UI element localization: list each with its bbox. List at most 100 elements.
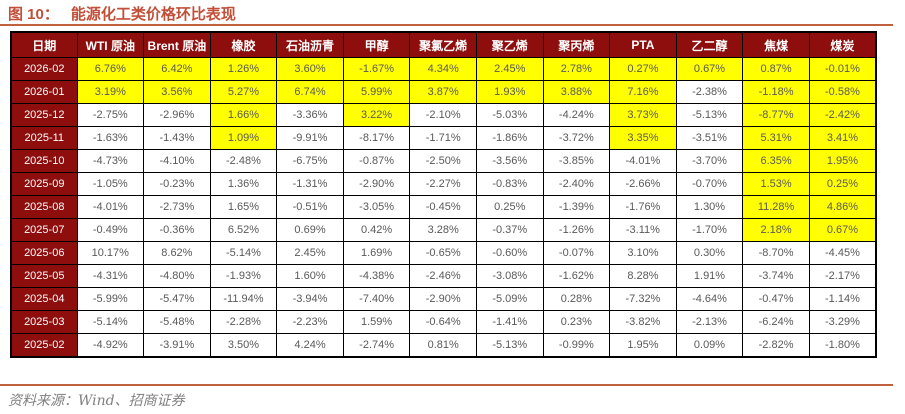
column-header: 聚丙烯: [542, 31, 611, 58]
table-row: 2025-05 -4.31% -4.80% -1.93% 1.60% -4.38% -2.4…: [10, 264, 877, 288]
value-cell: -2.23%: [276, 310, 344, 334]
date-cell: 2025-04: [10, 287, 78, 311]
value-cell: 3.87%: [409, 80, 477, 104]
date-cell: 2026-01: [10, 80, 78, 104]
column-header: 甲醇: [342, 31, 411, 58]
column-header: 石油沥青: [276, 31, 344, 58]
value-cell: 1.26%: [209, 57, 278, 81]
value-cell: -0.65%: [409, 241, 477, 265]
value-cell: -11.94%: [209, 287, 278, 311]
column-header: Brent 原油: [143, 31, 211, 58]
date-cell: 2025-03: [10, 310, 78, 334]
value-cell: -1.86%: [475, 126, 544, 150]
value-cell: -1.14%: [808, 287, 877, 311]
value-cell: 0.42%: [342, 218, 411, 242]
value-cell: 3.50%: [209, 333, 278, 358]
value-cell: 5.31%: [742, 126, 810, 150]
value-cell: -4.45%: [808, 241, 877, 265]
value-cell: 0.67%: [675, 57, 744, 81]
value-cell: -2.17%: [808, 264, 877, 288]
value-cell: -2.50%: [409, 149, 477, 173]
value-cell: -0.83%: [475, 172, 544, 196]
value-cell: -0.37%: [475, 218, 544, 242]
value-cell: 0.25%: [808, 172, 877, 196]
value-cell: -2.13%: [675, 310, 744, 334]
value-cell: -3.70%: [675, 149, 744, 173]
value-cell: 1.91%: [675, 264, 744, 288]
value-cell: -1.43%: [143, 126, 211, 150]
header-row: 日期 WTI 原油 Brent 原油 橡胶 石油沥青 甲醇 聚氯乙烯 聚乙烯 聚丙烯 PTA 乙二醇…: [10, 31, 877, 58]
value-cell: -2.96%: [143, 103, 211, 127]
value-cell: -0.47%: [742, 287, 810, 311]
table-row: 2025-07 -0.49% -0.36% 6.52% 0.69% 0.42% 3.28% -…: [10, 218, 877, 242]
value-cell: -1.62%: [542, 264, 611, 288]
value-cell: -9.91%: [276, 126, 344, 150]
value-cell: 0.87%: [742, 57, 810, 81]
value-cell: -2.82%: [742, 333, 810, 358]
value-cell: 6.74%: [276, 80, 344, 104]
value-cell: -4.10%: [143, 149, 211, 173]
table-row: 2025-09 -1.05% -0.23% 1.36% -1.31% -2.90% -2.2…: [10, 172, 877, 196]
value-cell: 1.36%: [209, 172, 278, 196]
value-cell: 3.60%: [276, 57, 344, 81]
table-row: 2025-03 -5.14% -5.48% -2.28% -2.23% 1.59% -0.6…: [10, 310, 877, 334]
value-cell: -2.90%: [342, 172, 411, 196]
value-cell: 0.25%: [475, 195, 544, 219]
value-cell: -5.03%: [475, 103, 544, 127]
value-cell: -3.85%: [542, 149, 611, 173]
value-cell: -1.93%: [209, 264, 278, 288]
value-cell: -3.08%: [475, 264, 544, 288]
value-cell: -5.14%: [209, 241, 278, 265]
date-cell: 2025-07: [10, 218, 78, 242]
figure-title-text: 能源化工类价格环比表现: [70, 6, 236, 23]
value-cell: -3.05%: [342, 195, 411, 219]
value-cell: -4.01%: [76, 195, 145, 219]
value-cell: -4.80%: [143, 264, 211, 288]
table-row: 2025-08 -4.01% -2.73% 1.65% -0.51% -3.05% -0.4…: [10, 195, 877, 219]
value-cell: 3.41%: [808, 126, 877, 150]
value-cell: 3.22%: [342, 103, 411, 127]
value-cell: -1.67%: [342, 57, 411, 81]
value-cell: -4.38%: [342, 264, 411, 288]
column-header: 乙二醇: [675, 31, 744, 58]
value-cell: -1.39%: [542, 195, 611, 219]
value-cell: 0.67%: [808, 218, 877, 242]
value-cell: 8.28%: [609, 264, 677, 288]
value-cell: 3.10%: [609, 241, 677, 265]
value-cell: 3.88%: [542, 80, 611, 104]
value-cell: 3.35%: [609, 126, 677, 150]
value-cell: -1.31%: [276, 172, 344, 196]
value-cell: -5.48%: [143, 310, 211, 334]
value-cell: -0.51%: [276, 195, 344, 219]
source-note: 资料来源：Wind、招商证券: [8, 393, 185, 409]
value-cell: 1.95%: [609, 333, 677, 358]
figure-number-label: 图 10：: [8, 6, 59, 23]
value-cell: 11.28%: [742, 195, 810, 219]
value-cell: -2.27%: [409, 172, 477, 196]
value-cell: -1.05%: [76, 172, 145, 196]
date-cell: 2026-02: [10, 57, 78, 81]
value-cell: 6.35%: [742, 149, 810, 173]
value-cell: -4.73%: [76, 149, 145, 173]
value-cell: -0.07%: [542, 241, 611, 265]
value-cell: -0.45%: [409, 195, 477, 219]
column-header: 焦煤: [742, 31, 810, 58]
title-divider-line: [0, 24, 893, 26]
value-cell: -0.99%: [542, 333, 611, 358]
value-cell: -2.40%: [542, 172, 611, 196]
value-cell: -2.74%: [342, 333, 411, 358]
value-cell: -8.77%: [742, 103, 810, 127]
column-header: WTI 原油: [76, 31, 145, 58]
date-cell: 2025-11: [10, 126, 78, 150]
value-cell: -3.11%: [609, 218, 677, 242]
value-cell: -1.70%: [675, 218, 744, 242]
table-row: 2025-12 -2.75% -2.96% 1.66% -3.36% 3.22% -2.10…: [10, 103, 877, 127]
value-cell: -3.74%: [742, 264, 810, 288]
value-cell: -1.71%: [409, 126, 477, 150]
table-header: 日期 WTI 原油 Brent 原油 橡胶 石油沥青 甲醇 聚氯乙烯 聚乙烯 聚丙烯 PTA 乙二醇…: [10, 31, 877, 58]
value-cell: 3.28%: [409, 218, 477, 242]
figure-title: 图 10： 能源化工类价格环比表现: [8, 3, 236, 24]
value-cell: -0.36%: [143, 218, 211, 242]
value-cell: -0.49%: [76, 218, 145, 242]
value-cell: 0.27%: [609, 57, 677, 81]
